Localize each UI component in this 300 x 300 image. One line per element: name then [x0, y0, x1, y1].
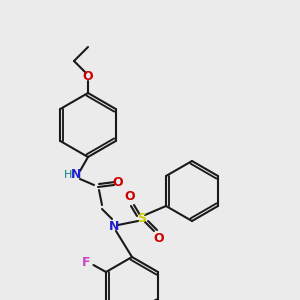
- Text: F: F: [82, 256, 91, 268]
- Text: N: N: [109, 220, 119, 233]
- Text: O: O: [113, 176, 123, 190]
- Text: H: H: [64, 170, 72, 180]
- Text: O: O: [154, 232, 164, 245]
- Text: S: S: [137, 212, 146, 226]
- Text: N: N: [71, 169, 81, 182]
- Text: O: O: [83, 70, 93, 83]
- Text: O: O: [125, 190, 135, 203]
